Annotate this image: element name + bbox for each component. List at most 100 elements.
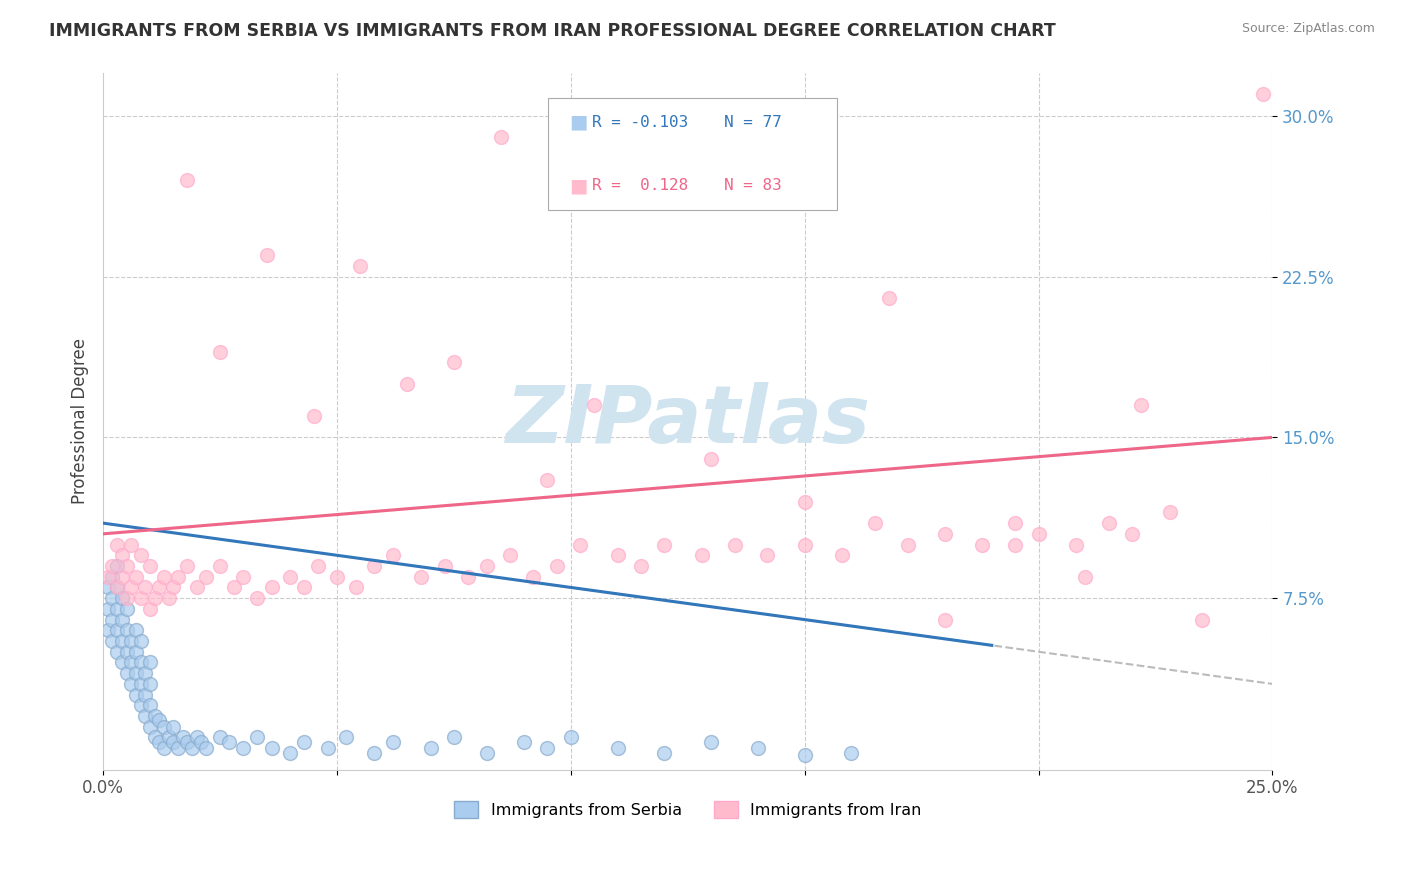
Point	[1251, 87, 1274, 102]
Point	[475, 746, 498, 760]
Point	[181, 741, 204, 756]
Point	[129, 698, 152, 713]
Point	[105, 559, 128, 574]
Point	[1004, 516, 1026, 530]
Point	[143, 709, 166, 723]
Point	[176, 735, 198, 749]
Point	[167, 570, 190, 584]
Point	[443, 731, 465, 745]
Point	[499, 549, 522, 563]
Point	[934, 613, 956, 627]
Point	[115, 666, 138, 681]
Text: ■: ■	[569, 176, 588, 195]
Point	[700, 735, 723, 749]
Point	[134, 709, 156, 723]
Point	[139, 677, 162, 691]
Point	[134, 581, 156, 595]
Point	[363, 559, 385, 574]
Point	[157, 591, 180, 606]
Point	[101, 613, 124, 627]
Point	[654, 538, 676, 552]
Point	[111, 570, 134, 584]
Point	[344, 581, 367, 595]
Point	[111, 549, 134, 563]
Point	[475, 559, 498, 574]
Point	[793, 538, 815, 552]
Point	[129, 591, 152, 606]
Point	[195, 570, 218, 584]
Point	[186, 581, 208, 595]
Point	[115, 624, 138, 638]
Point	[105, 538, 128, 552]
Point	[115, 602, 138, 616]
Point	[143, 591, 166, 606]
Point	[153, 741, 176, 756]
Point	[162, 581, 184, 595]
Text: R = -0.103: R = -0.103	[592, 115, 688, 129]
Point	[934, 526, 956, 541]
Point	[489, 130, 512, 145]
Point	[148, 581, 170, 595]
Point	[115, 559, 138, 574]
Point	[139, 602, 162, 616]
Point	[125, 666, 148, 681]
Point	[153, 720, 176, 734]
Point	[569, 538, 592, 552]
Point	[307, 559, 329, 574]
Point	[396, 376, 419, 391]
Point	[630, 559, 652, 574]
Point	[105, 602, 128, 616]
Point	[97, 581, 120, 595]
Point	[157, 731, 180, 745]
Point	[522, 570, 544, 584]
Point	[232, 741, 254, 756]
Point	[162, 720, 184, 734]
Point	[756, 549, 779, 563]
Point	[222, 581, 245, 595]
Text: N = 77: N = 77	[724, 115, 782, 129]
Point	[1191, 613, 1213, 627]
Point	[134, 688, 156, 702]
Point	[363, 746, 385, 760]
Point	[292, 735, 315, 749]
Point	[139, 698, 162, 713]
Point	[654, 746, 676, 760]
Point	[863, 516, 886, 530]
Point	[172, 731, 194, 745]
Point	[256, 248, 278, 262]
Point	[101, 570, 124, 584]
Point	[111, 591, 134, 606]
Point	[97, 602, 120, 616]
Point	[153, 570, 176, 584]
Point	[129, 656, 152, 670]
Point	[700, 451, 723, 466]
Text: ZIPatlas: ZIPatlas	[505, 383, 870, 460]
Point	[176, 173, 198, 187]
Point	[411, 570, 433, 584]
Point	[278, 746, 301, 760]
Point	[546, 559, 568, 574]
Point	[260, 581, 283, 595]
Point	[232, 570, 254, 584]
Point	[209, 559, 232, 574]
Point	[793, 494, 815, 508]
Point	[433, 559, 456, 574]
Point	[129, 549, 152, 563]
Point	[209, 731, 232, 745]
Point	[1004, 538, 1026, 552]
Point	[195, 741, 218, 756]
Point	[111, 613, 134, 627]
Point	[162, 735, 184, 749]
Point	[111, 656, 134, 670]
Point	[143, 731, 166, 745]
Point	[115, 591, 138, 606]
Point	[382, 735, 405, 749]
Point	[1130, 398, 1153, 412]
Point	[630, 120, 652, 134]
Point	[583, 398, 606, 412]
Point	[101, 634, 124, 648]
Point	[349, 259, 371, 273]
Point	[841, 746, 863, 760]
Point	[176, 559, 198, 574]
Point	[972, 538, 994, 552]
